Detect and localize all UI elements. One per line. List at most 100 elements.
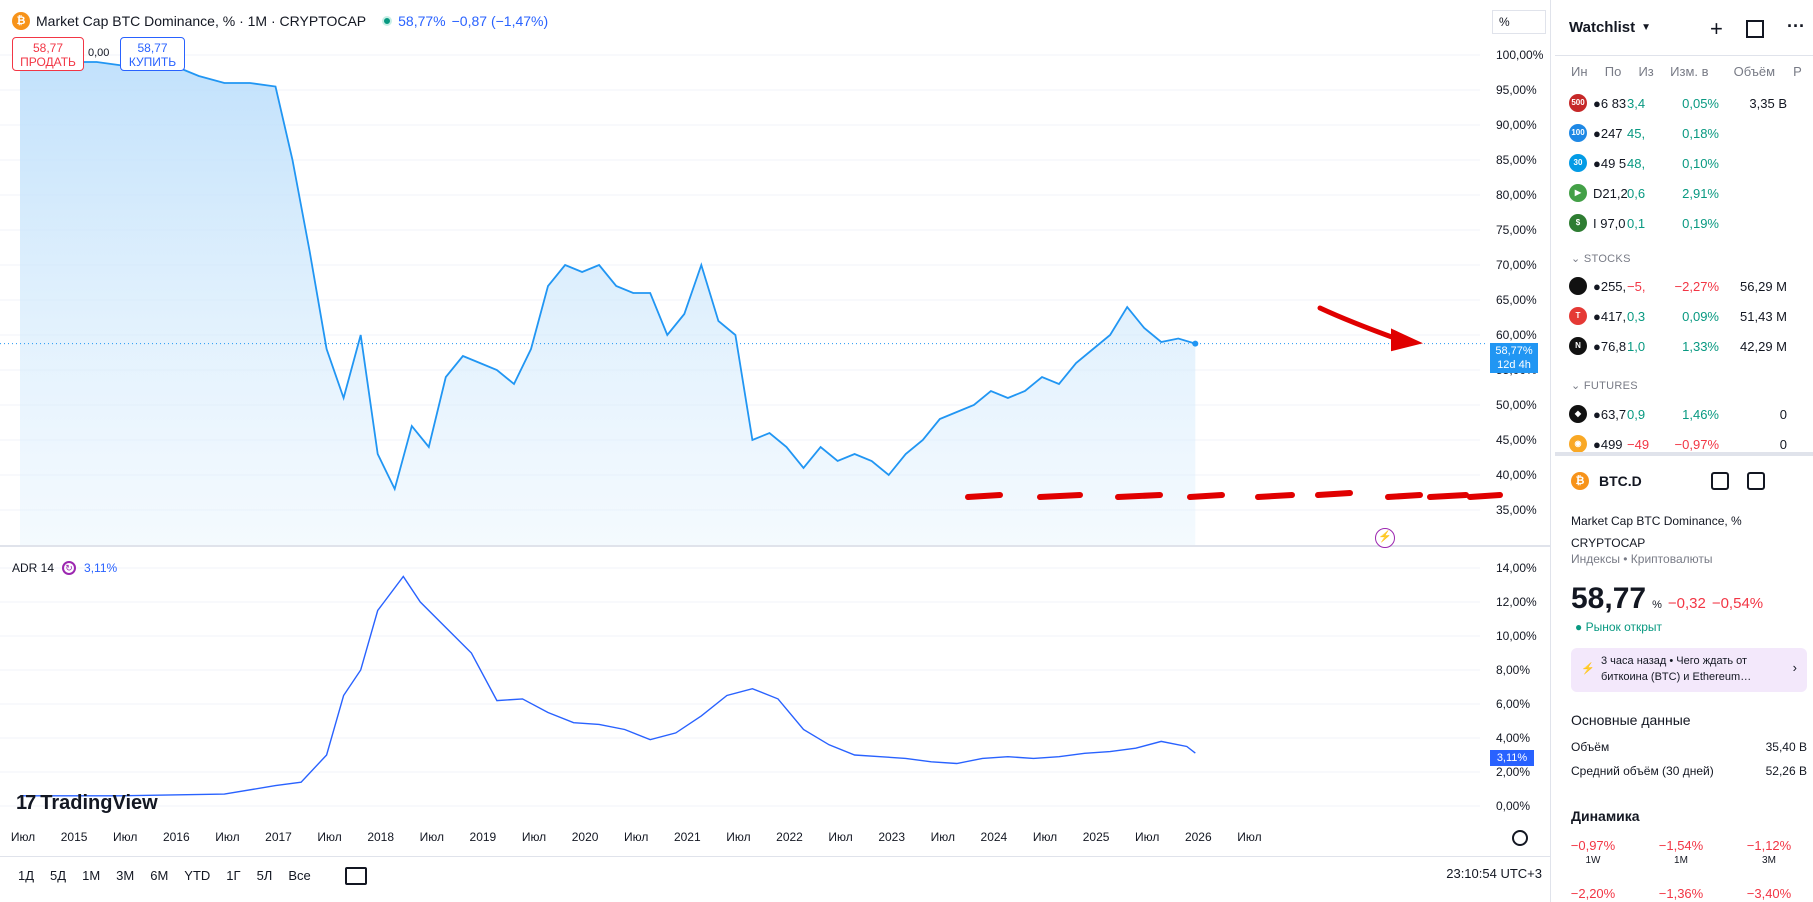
symbol-icon: ◉ — [1569, 435, 1587, 453]
adr-axis-label: 6,00% — [1496, 697, 1531, 711]
market-status: ● Рынок открыт — [1575, 620, 1663, 634]
support-dash — [1315, 490, 1353, 498]
grid-icon[interactable] — [1711, 472, 1729, 490]
price-axis-label: 75,00% — [1496, 223, 1537, 237]
watchlist-row[interactable]: 100 ●247 45, 0,18% — [1555, 118, 1813, 148]
range-button[interactable]: 1Г — [226, 868, 241, 883]
price-axis-label: 35,00% — [1496, 503, 1537, 517]
adr-axis-label: 0,00% — [1496, 799, 1531, 813]
buy-price: 58,77 — [137, 41, 168, 55]
price-axis-label: 90,00% — [1496, 118, 1537, 132]
change-percent: 1,46% — [1682, 406, 1719, 422]
add-symbol-icon[interactable]: + — [1710, 16, 1723, 41]
sell-button[interactable]: 58,77 ПРОДАТЬ — [12, 37, 84, 71]
watchlist-column-header[interactable]: Ин — [1571, 63, 1588, 79]
avg-volume-row: Средний объём (30 дней) 52,26 B — [1571, 764, 1807, 778]
change-value: 0,6 — [1627, 185, 1646, 201]
change-value: −49 — [1627, 436, 1650, 452]
range-button[interactable]: 5Д — [50, 868, 67, 883]
symbol-last: ●499 — [1593, 436, 1623, 452]
watchlist-row[interactable]: ◆ ●63,7 0,9 1,46% 0 — [1555, 399, 1813, 429]
buy-label: КУПИТЬ — [128, 55, 177, 69]
performance-cell[interactable]: −1,54% 1M — [1651, 838, 1711, 866]
symbol-icon: $ — [1569, 214, 1587, 232]
range-button[interactable]: Все — [288, 868, 311, 883]
time-axis-label: 2023 — [878, 830, 906, 844]
adr-label: ADR 14 — [12, 561, 55, 575]
performance-cell[interactable]: −3,40% — [1746, 886, 1792, 901]
symbol-details: ₿ BTC.D Market Cap BTC Dominance, % CRYP… — [1555, 452, 1813, 901]
edit-icon[interactable] — [1747, 472, 1765, 490]
details-symbol[interactable]: BTC.D — [1599, 473, 1642, 489]
advanced-view-icon[interactable] — [1746, 20, 1764, 38]
change-percent: 2,91% — [1682, 185, 1719, 201]
watchlist-row[interactable]: 30 ●49 5 48, 0,10% — [1555, 148, 1813, 178]
range-button[interactable]: 6М — [150, 868, 169, 883]
price-axis-label: 80,00% — [1496, 188, 1537, 202]
buy-button[interactable]: 58,77 КУПИТЬ — [120, 37, 185, 71]
volume: 42,29 M — [1740, 338, 1787, 354]
watchlist-column-header[interactable]: Изм. в — [1670, 63, 1709, 79]
watchlist-title[interactable]: Watchlist — [1569, 19, 1636, 36]
sell-label: ПРОДАТЬ — [20, 55, 76, 69]
watchlist-row[interactable]: ▶ D21,2 0,6 2,91% — [1555, 178, 1813, 208]
watchlist-row[interactable]: ◉ ●499 −49 −0,97% 0 — [1555, 429, 1813, 459]
watchlist-row[interactable]: 500 ●6 83 3,4 0,05% 3,35 B — [1555, 88, 1813, 118]
clock[interactable]: 23:10:54 UTC+3 — [1446, 866, 1542, 881]
news-line2: биткоина (BTC) и Ethereum… — [1601, 671, 1752, 683]
tradingview-logo[interactable]: 17 TradingView — [16, 792, 158, 815]
market-status-dot — [382, 16, 393, 26]
watchlist-column-header[interactable]: Из — [1638, 63, 1654, 79]
watchlist-row[interactable]: ●255, −5, −2,27% 56,29 M — [1555, 271, 1813, 301]
section-futures[interactable]: ⌄ FUTURES — [1571, 380, 1638, 392]
more-icon[interactable]: ··· — [1787, 16, 1805, 36]
details-category: Индексы • Криптовалюты — [1571, 552, 1713, 566]
volume: 3,35 B — [1749, 95, 1787, 111]
performance-cell[interactable]: −1,12% 3M — [1739, 838, 1799, 866]
price-axis-label: 70,00% — [1496, 258, 1537, 272]
news-card[interactable]: ⚡ 3 часа назад • Чего ждать от биткоина … — [1571, 648, 1807, 692]
change-value: 48, — [1627, 155, 1646, 171]
range-button[interactable]: 1М — [82, 868, 101, 883]
right-panel: Watchlist ▼ + ··· Ин По Из Изм. в Объём Р 500… — [1555, 0, 1813, 902]
chart-area[interactable]: ₿ Market Cap BTC Dominance, % · 1M · CRY… — [0, 0, 1551, 902]
range-button[interactable]: 5Л — [256, 868, 273, 883]
adr-axis-label: 10,00% — [1496, 629, 1537, 643]
change-percent: 0,19% — [1682, 215, 1719, 231]
range-button[interactable]: 3М — [116, 868, 135, 883]
legend-change: −0,87 (−1,47%) — [451, 13, 549, 29]
time-axis-label: Июл — [317, 830, 342, 844]
details-name-line1[interactable]: Market Cap BTC Dominance, % — [1571, 514, 1742, 528]
scale-mode-button[interactable]: % — [1492, 10, 1546, 34]
watchlist-column-header[interactable]: Объём — [1733, 63, 1776, 79]
support-dash — [1187, 492, 1225, 500]
details-change-pct: −0,54% — [1711, 595, 1764, 612]
support-dash — [1467, 492, 1503, 500]
chevron-down-icon[interactable]: ▼ — [1641, 22, 1652, 33]
section-stocks[interactable]: ⌄ STOCKS — [1571, 253, 1631, 265]
details-price-block: 58,77 % −0,32 −0,54% — [1571, 582, 1763, 616]
legend-value: 58,77% — [398, 13, 446, 29]
calendar-icon[interactable] — [344, 866, 367, 885]
time-axis[interactable]: Июл 2015 Июл 2016 Июл 2017 Июл 2018 Июл 2019 Июл 20… — [0, 830, 1551, 850]
range-button[interactable]: YTD — [184, 868, 211, 883]
watchlist-row[interactable]: T ●417, 0,3 0,09% 51,43 M — [1555, 301, 1813, 331]
price-axis-label: 40,00% — [1496, 468, 1537, 482]
time-axis-label: 2025 — [1082, 830, 1110, 844]
refresh-icon[interactable]: ↻ — [62, 561, 77, 575]
range-button[interactable]: 1Д — [18, 868, 35, 883]
performance-cell[interactable]: −0,97% 1W — [1563, 838, 1623, 866]
watchlist-row[interactable]: N ●76,8 1,0 1,33% 42,29 M — [1555, 331, 1813, 361]
performance-cell[interactable]: −2,20% — [1570, 886, 1616, 901]
time-axis-label: Июл — [113, 830, 138, 844]
watchlist-column-header[interactable]: По — [1604, 63, 1622, 79]
change-value: 0,3 — [1627, 308, 1646, 324]
adr-axis-label: 8,00% — [1496, 663, 1531, 677]
watchlist-column-header[interactable]: Р — [1793, 63, 1802, 79]
performance-cell[interactable]: −1,36% — [1658, 886, 1704, 901]
watchlist-row[interactable]: $ I 97,0 0,1 0,19% — [1555, 208, 1813, 238]
time-axis-label: 2018 — [367, 830, 395, 844]
lightning-icon[interactable]: ⚡ — [1375, 528, 1395, 548]
chart-canvas[interactable] — [0, 0, 1551, 902]
settings-gear-icon[interactable] — [1512, 830, 1528, 846]
